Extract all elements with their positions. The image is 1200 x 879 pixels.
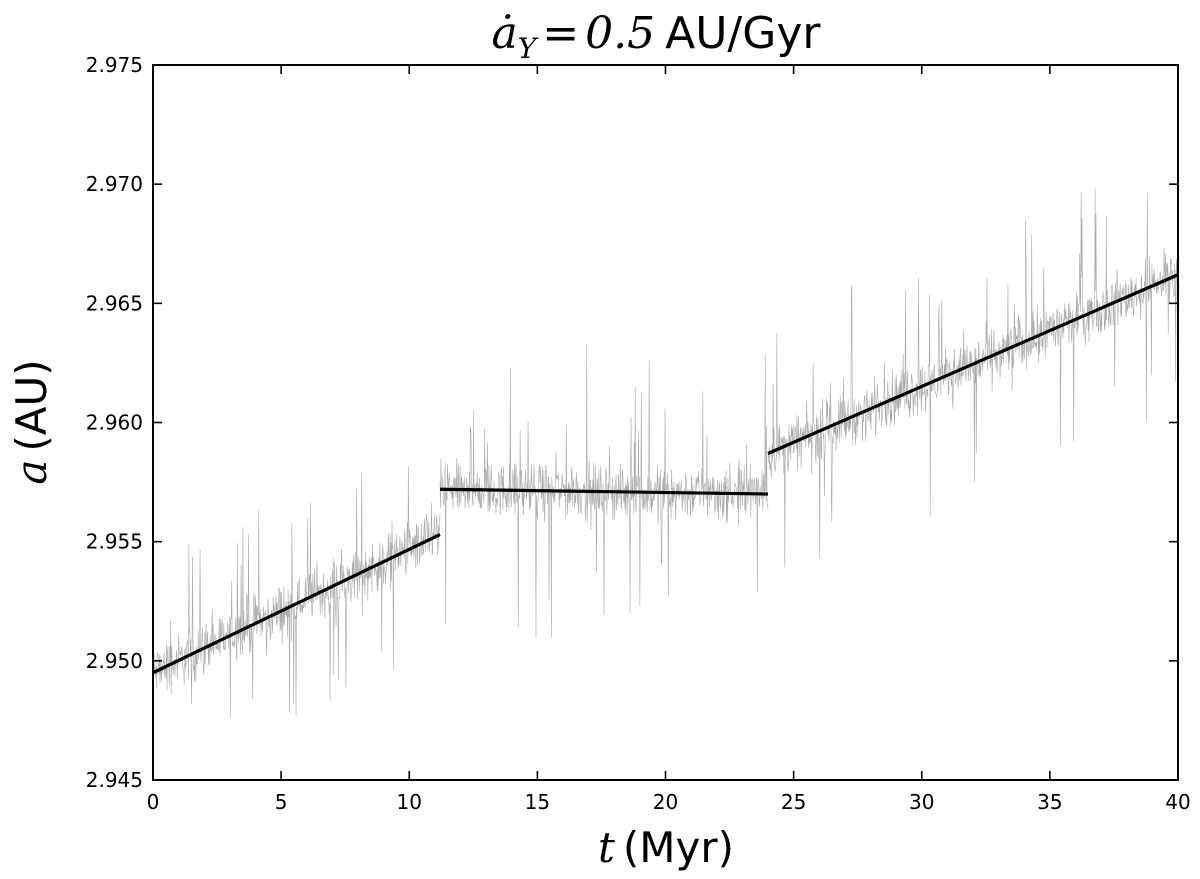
y-tick-label: 2.945 [86, 768, 143, 792]
x-axis-label: t (Myr) [598, 823, 734, 872]
y-axis-symbol: a [7, 460, 56, 485]
title-value: 0.5 [585, 8, 655, 59]
x-tick-label: 25 [781, 790, 806, 814]
y-tick-label: 2.970 [86, 172, 143, 196]
x-tick-label: 0 [147, 790, 160, 814]
chart-title: ȧY = 0.5 AU/Gyr [492, 8, 822, 65]
x-axis-symbol: t [598, 823, 615, 872]
noisy-series [152, 181, 1179, 718]
x-tick-label: 5 [275, 790, 288, 814]
fit-lines [152, 273, 1179, 675]
x-tick-label: 40 [1165, 790, 1190, 814]
y-tick-label: 2.975 [86, 53, 143, 77]
noisy-series-segment-1 [152, 466, 441, 718]
y-axis-ticks: 2.945 2.950 2.955 2.960 2.965 2.970 2.975 [86, 53, 1178, 792]
y-tick-label: 2.965 [86, 291, 143, 315]
y-axis-label: a (AU) [7, 359, 56, 484]
y-tick-label: 2.955 [86, 530, 143, 554]
fit-line-3 [767, 273, 1179, 455]
plot-frame [152, 64, 1179, 781]
x-tick-label: 30 [909, 790, 934, 814]
x-tick-label: 20 [653, 790, 678, 814]
y-axis-unit: (AU) [7, 359, 56, 451]
x-tick-label: 35 [1037, 790, 1062, 814]
noisy-series-segment-3 [767, 181, 1179, 568]
y-tick-label: 2.950 [86, 649, 143, 673]
x-axis-unit: (Myr) [623, 823, 734, 872]
title-subscript: Y [518, 32, 539, 65]
title-symbol: ȧ [492, 8, 518, 59]
x-tick-label: 15 [525, 790, 550, 814]
fit-line-1 [152, 533, 441, 675]
title-equals: = [542, 8, 579, 59]
fit-line-2 [439, 487, 769, 496]
y-tick-label: 2.960 [86, 411, 143, 435]
title-unit: AU/Gyr [665, 8, 821, 59]
x-axis-ticks: 0 5 10 15 20 25 30 35 40 [147, 65, 1191, 814]
x-tick-label: 10 [397, 790, 422, 814]
